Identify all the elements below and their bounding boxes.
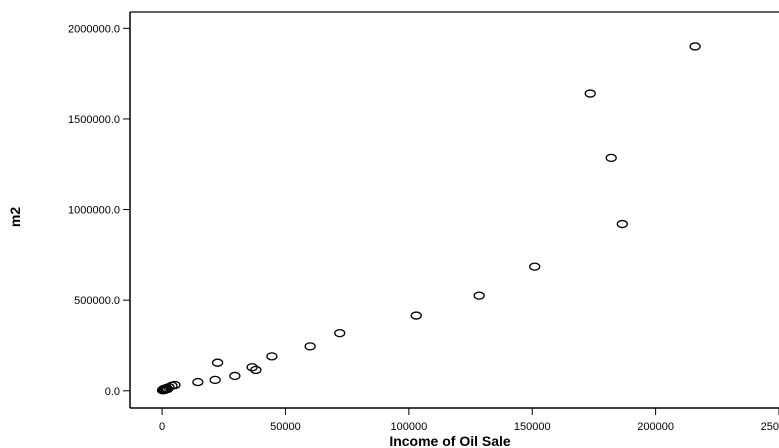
data-point [209, 375, 221, 385]
data-point [410, 311, 422, 320]
y-tick-label: 0.0 [105, 386, 120, 398]
data-point [473, 291, 485, 300]
data-point [169, 380, 181, 390]
data-point [211, 358, 224, 367]
x-tick-label: 50000 [270, 421, 301, 433]
data-point [689, 42, 701, 51]
x-tick-label: 100000 [390, 421, 427, 433]
data-point [616, 219, 628, 229]
data-point [334, 328, 346, 338]
axes [129, 11, 779, 409]
data-point [229, 371, 241, 381]
data-points [156, 42, 701, 395]
x-tick-label: 250000 [761, 421, 779, 433]
y-axis-title: m2 [7, 207, 23, 227]
x-axis-title: Income of Oil Sale [389, 433, 511, 448]
x-tick-label: 0 [159, 421, 165, 433]
data-point [584, 89, 596, 98]
data-point [246, 363, 258, 372]
data-point [605, 153, 617, 163]
data-point [250, 365, 262, 375]
y-tick-label: 1000000.0 [68, 205, 120, 217]
data-point [529, 262, 541, 271]
data-point [192, 377, 204, 387]
x-tick-label: 150000 [514, 421, 551, 433]
y-tick-label: 1500000.0 [68, 114, 120, 126]
x-tick-label: 200000 [637, 421, 674, 433]
y-tick-label: 500000.0 [74, 295, 120, 307]
y-tick-label: 2000000.0 [68, 23, 120, 35]
data-point [266, 352, 278, 361]
data-point [304, 342, 316, 351]
ticks: 0 50000 100000 150000 200000 250000 0.0 500000.… [68, 23, 779, 433]
data-point [163, 383, 175, 392]
